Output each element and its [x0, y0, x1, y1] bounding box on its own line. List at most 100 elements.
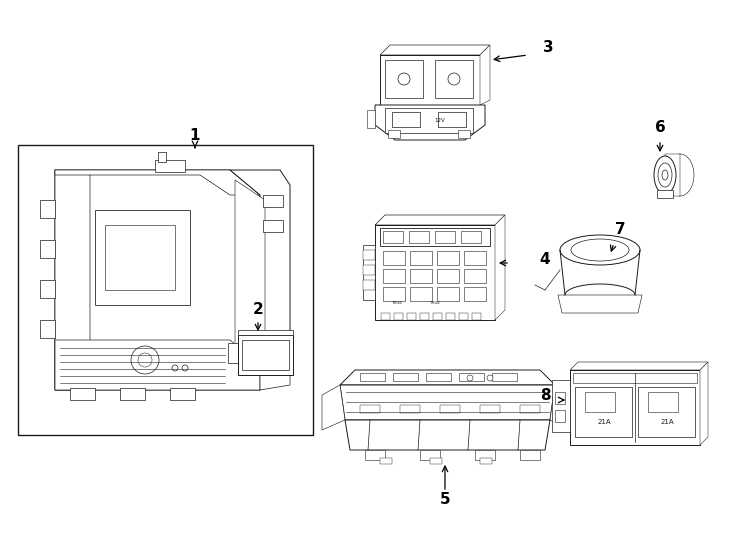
Bar: [360, 405, 380, 413]
Text: 2: 2: [252, 302, 264, 318]
Bar: [475, 450, 495, 460]
Bar: [435, 60, 473, 98]
Polygon shape: [558, 295, 642, 313]
Bar: [155, 160, 185, 172]
Circle shape: [467, 375, 473, 381]
Bar: [520, 405, 540, 413]
Bar: [383, 287, 405, 301]
Bar: [492, 373, 517, 381]
Polygon shape: [665, 154, 680, 196]
Bar: [392, 112, 420, 127]
Ellipse shape: [662, 170, 668, 180]
Bar: [95, 210, 190, 305]
Bar: [70, 388, 95, 400]
Bar: [367, 110, 375, 128]
Polygon shape: [55, 170, 260, 195]
Bar: [570, 370, 700, 445]
Bar: [555, 392, 565, 404]
Polygon shape: [380, 45, 490, 55]
Bar: [40, 280, 55, 298]
Circle shape: [448, 73, 460, 85]
Bar: [360, 373, 385, 381]
Bar: [158, 152, 166, 162]
Polygon shape: [55, 170, 90, 390]
Polygon shape: [700, 362, 708, 445]
Bar: [426, 373, 451, 381]
Bar: [400, 405, 420, 413]
Bar: [420, 313, 429, 320]
Bar: [459, 313, 468, 320]
Bar: [170, 388, 195, 400]
Bar: [238, 335, 293, 375]
Bar: [480, 458, 492, 464]
Text: 4: 4: [539, 253, 550, 267]
Bar: [657, 190, 673, 198]
Bar: [420, 450, 440, 460]
Polygon shape: [340, 385, 555, 420]
Ellipse shape: [565, 284, 635, 306]
Bar: [458, 130, 470, 138]
Bar: [407, 313, 416, 320]
Circle shape: [131, 346, 159, 374]
Bar: [40, 200, 55, 218]
Bar: [363, 250, 375, 260]
Bar: [380, 228, 490, 246]
Bar: [380, 458, 392, 464]
Bar: [363, 245, 375, 300]
Bar: [385, 108, 473, 133]
Bar: [385, 60, 423, 98]
Text: 21A: 21A: [660, 419, 674, 425]
Bar: [648, 392, 678, 412]
Bar: [410, 251, 432, 265]
Bar: [363, 280, 375, 290]
Polygon shape: [235, 180, 265, 350]
Text: 21A: 21A: [597, 419, 611, 425]
Bar: [435, 231, 455, 243]
Bar: [520, 450, 540, 460]
Bar: [383, 231, 403, 243]
Bar: [242, 340, 289, 370]
Bar: [393, 373, 418, 381]
Bar: [433, 313, 442, 320]
Ellipse shape: [560, 235, 640, 265]
Bar: [365, 450, 385, 460]
Bar: [383, 269, 405, 283]
Ellipse shape: [658, 163, 672, 187]
Text: 5: 5: [440, 492, 451, 508]
Text: 12V: 12V: [435, 118, 446, 123]
Bar: [263, 195, 283, 207]
Polygon shape: [340, 370, 555, 385]
Bar: [263, 220, 283, 232]
Circle shape: [138, 353, 152, 367]
Polygon shape: [375, 215, 505, 225]
Bar: [437, 251, 459, 265]
Bar: [437, 287, 459, 301]
Text: 6: 6: [655, 120, 666, 136]
Bar: [381, 313, 390, 320]
Ellipse shape: [666, 154, 694, 196]
Bar: [410, 269, 432, 283]
Bar: [228, 343, 238, 363]
Polygon shape: [230, 170, 290, 390]
Bar: [380, 55, 480, 105]
Polygon shape: [55, 340, 260, 390]
Bar: [459, 373, 484, 381]
Bar: [40, 240, 55, 258]
Ellipse shape: [654, 156, 676, 194]
Bar: [446, 313, 455, 320]
Circle shape: [487, 375, 493, 381]
Bar: [472, 313, 481, 320]
Bar: [363, 265, 375, 275]
Circle shape: [182, 365, 188, 371]
Bar: [438, 112, 466, 127]
Bar: [440, 405, 460, 413]
Bar: [437, 269, 459, 283]
Polygon shape: [322, 385, 345, 430]
Polygon shape: [550, 385, 570, 430]
Polygon shape: [55, 170, 260, 390]
Circle shape: [398, 73, 410, 85]
Bar: [585, 392, 615, 412]
Polygon shape: [495, 215, 505, 320]
Bar: [40, 320, 55, 338]
Polygon shape: [345, 420, 550, 450]
